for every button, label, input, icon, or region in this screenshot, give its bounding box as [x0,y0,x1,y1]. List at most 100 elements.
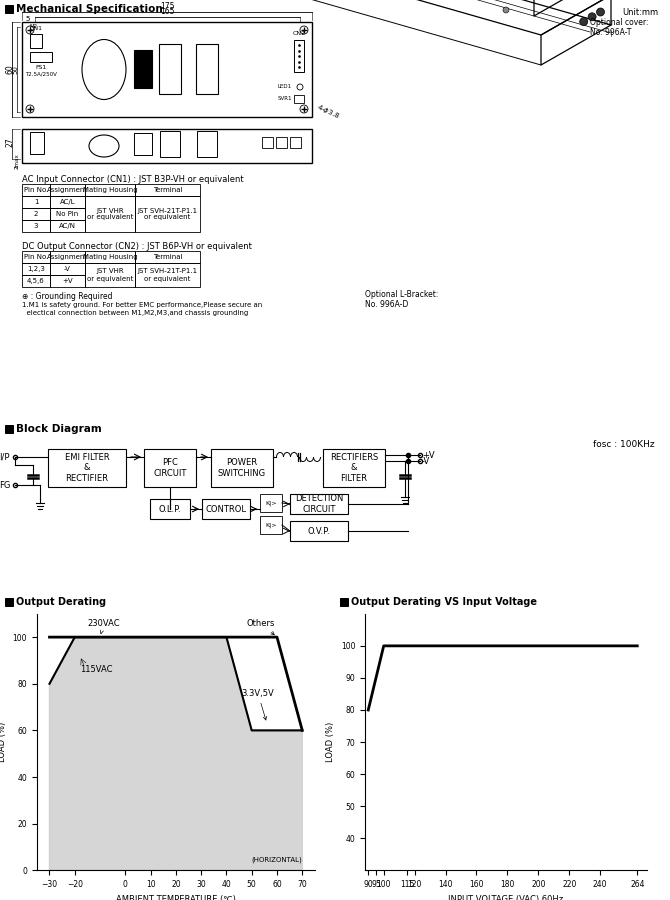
Text: PFC
CIRCUIT: PFC CIRCUIT [153,458,187,478]
Text: CN1: CN1 [29,26,42,31]
Bar [5,425,13,433]
Bar [294,95,304,103]
Text: CONTROL: CONTROL [206,505,247,514]
Text: M2: M2 [29,24,37,30]
Bar [85,251,135,263]
Text: Optional L-Bracket:
No. 996A-D: Optional L-Bracket: No. 996A-D [365,290,438,310]
Text: Mechanical Specification: Mechanical Specification [16,4,163,14]
Text: Others: Others [247,619,275,634]
Text: (HORIZONTAL): (HORIZONTAL) [251,857,302,863]
Polygon shape [50,637,302,870]
Bar [202,499,250,519]
Bar [22,22,312,117]
Bar [135,184,200,196]
Text: 115VAC: 115VAC [80,665,113,674]
Bar [340,598,348,606]
Text: +V: +V [62,278,73,284]
Text: Mating Housing: Mating Housing [82,187,137,193]
Text: Unit:mm: Unit:mm [622,8,658,17]
Text: O.L.P.: O.L.P. [159,505,182,514]
Bar [159,44,181,94]
Bar [160,131,180,157]
Text: 3.3V,5V: 3.3V,5V [242,688,274,720]
Bar [50,251,85,263]
Bar [22,184,50,196]
Text: JST SVH-21T-P1.1
or equivalent: JST SVH-21T-P1.1 or equivalent [137,208,198,220]
Text: 1: 1 [34,199,38,205]
Text: POWER
SWITCHING: POWER SWITCHING [218,458,266,478]
Bar [135,251,200,263]
Bar [134,133,152,155]
Bar [22,263,50,275]
Text: Mating Housing: Mating Housing [82,254,137,260]
Bar [294,40,304,72]
Text: K|>: K|> [265,522,277,527]
Text: 1,2,3: 1,2,3 [27,266,45,272]
Text: 2max: 2max [15,153,19,169]
Text: EMI FILTER
&
RECTIFIER: EMI FILTER & RECTIFIER [65,453,109,483]
Text: No Pin: No Pin [56,211,78,217]
Y-axis label: LOAD (%): LOAD (%) [326,722,336,762]
Text: fosc : 100KHz: fosc : 100KHz [594,440,655,449]
Text: Terminal: Terminal [153,187,182,193]
Text: 165: 165 [159,7,174,16]
Text: FS1: FS1 [36,65,47,70]
Text: K|>: K|> [265,500,277,506]
Bar [260,516,282,534]
Text: 50: 50 [12,65,18,74]
Bar [50,208,85,220]
Bar [22,251,50,263]
Bar [200,54,214,64]
Bar [50,263,85,275]
Text: DETECTION
CIRCUIT: DETECTION CIRCUIT [295,494,343,514]
Bar [50,196,85,208]
Text: 3: 3 [34,223,38,229]
Text: electical connection between M1,M2,M3,and chassis grounding: electical connection between M1,M2,M3,an… [22,310,249,316]
Bar [22,275,50,287]
Bar [144,449,196,487]
Text: Optional cover:
No. 996A-T: Optional cover: No. 996A-T [590,18,649,38]
Bar [276,137,287,148]
Text: 1: 1 [15,164,19,167]
Text: Output Derating VS Input Voltage: Output Derating VS Input Voltage [351,597,537,607]
X-axis label: INPUT VOLTAGE (VAC) 60Hz: INPUT VOLTAGE (VAC) 60Hz [448,895,563,900]
Text: JST SVH-21T-P1.1
or equivalent: JST SVH-21T-P1.1 or equivalent [137,268,198,282]
Text: DC Output Connector (CN2) : JST B6P-VH or equivalent: DC Output Connector (CN2) : JST B6P-VH o… [22,242,252,251]
Text: 60: 60 [5,65,15,75]
Text: AC/N: AC/N [59,223,76,229]
Text: Pin No.: Pin No. [24,187,48,193]
Text: 175: 175 [159,2,174,11]
Bar [135,196,200,232]
Bar [30,52,52,62]
Text: AC Input Connector (CN1) : JST B3P-VH or equivalent: AC Input Connector (CN1) : JST B3P-VH or… [22,175,244,184]
Bar [5,598,13,606]
Text: -V: -V [64,266,71,272]
Text: O.V.P.: O.V.P. [308,526,330,536]
Text: T2.5A/250V: T2.5A/250V [25,71,57,76]
Bar [200,74,214,84]
Bar [85,184,135,196]
Text: 4-$\phi$3.8: 4-$\phi$3.8 [315,103,341,122]
Bar [5,5,13,13]
Text: 2: 2 [34,211,38,217]
Text: Assignment: Assignment [47,254,88,260]
Bar [85,263,135,287]
Text: CN2: CN2 [292,31,306,36]
Bar [22,220,50,232]
Text: SVR1: SVR1 [277,96,292,102]
Text: 230VAC: 230VAC [87,619,120,634]
Bar [30,34,42,48]
Bar [290,494,348,514]
Bar [22,129,312,163]
Bar [134,50,152,88]
Text: RECTIFIERS
&
FILTER: RECTIFIERS & FILTER [330,453,378,483]
Bar [150,499,190,519]
Bar [163,54,177,64]
Bar [22,208,50,220]
Bar [260,494,282,512]
Text: FG: FG [0,481,10,490]
Text: Pin No.: Pin No. [24,254,48,260]
Bar [30,132,44,154]
Circle shape [596,8,604,16]
Text: Assignment: Assignment [47,187,88,193]
